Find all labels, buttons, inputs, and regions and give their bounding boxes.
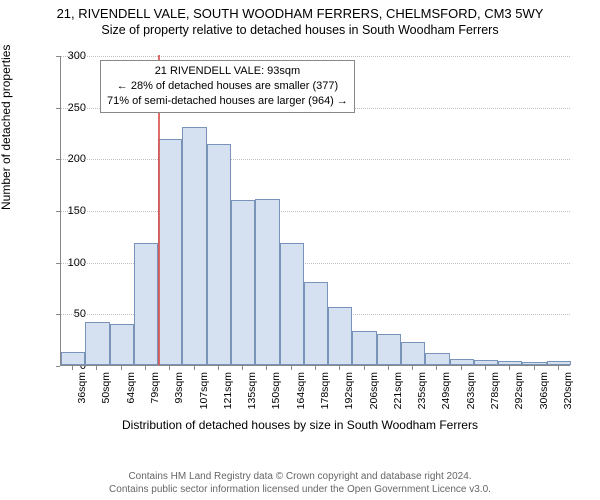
x-tick-label: 278sqm — [489, 372, 501, 409]
x-tick-label: 221sqm — [392, 372, 404, 409]
x-tick-mark — [218, 366, 219, 370]
histogram-bar — [110, 324, 134, 365]
x-tick-mark — [509, 366, 510, 370]
x-tick-mark — [169, 366, 170, 370]
histogram-bar — [401, 342, 425, 365]
histogram-bar — [61, 352, 85, 365]
histogram-bar — [207, 144, 231, 365]
y-axis-label: Number of detached properties — [0, 45, 13, 210]
histogram-bar — [547, 361, 571, 365]
x-tick-mark — [558, 366, 559, 370]
histogram-bar — [158, 139, 182, 365]
x-tick-label: 107sqm — [198, 372, 210, 409]
x-tick-label: 235sqm — [416, 372, 428, 409]
histogram-bar — [522, 362, 546, 365]
address-title: 21, RIVENDELL VALE, SOUTH WOODHAM FERRER… — [0, 0, 600, 21]
x-tick-label: 50sqm — [100, 372, 112, 404]
x-tick-label: 121sqm — [222, 372, 234, 409]
x-tick-label: 320sqm — [562, 372, 574, 409]
x-tick-mark — [339, 366, 340, 370]
x-tick-mark — [388, 366, 389, 370]
x-tick-label: 306sqm — [538, 372, 550, 409]
footer-line-2: Contains public sector information licen… — [0, 483, 600, 496]
x-tick-label: 178sqm — [319, 372, 331, 409]
x-tick-label: 206sqm — [368, 372, 380, 409]
histogram-bar — [280, 243, 304, 365]
histogram-bar — [425, 353, 449, 365]
x-axis-label: Distribution of detached houses by size … — [0, 418, 600, 432]
histogram-bar — [377, 334, 401, 365]
footer-attribution: Contains HM Land Registry data © Crown c… — [0, 470, 600, 496]
x-tick-label: 64sqm — [125, 372, 137, 404]
histogram-bar — [498, 361, 522, 365]
histogram-bar — [328, 307, 352, 365]
x-tick-mark — [461, 366, 462, 370]
subtitle: Size of property relative to detached ho… — [0, 21, 600, 37]
histogram-bar — [134, 243, 158, 365]
x-tick-label: 263sqm — [465, 372, 477, 409]
x-tick-label: 192sqm — [343, 372, 355, 409]
info-line-2: ← 28% of detached houses are smaller (37… — [107, 79, 348, 94]
x-tick-label: 135sqm — [246, 372, 258, 409]
x-tick-mark — [534, 366, 535, 370]
x-tick-mark — [436, 366, 437, 370]
x-tick-mark — [194, 366, 195, 370]
x-tick-mark — [291, 366, 292, 370]
x-tick-mark — [121, 366, 122, 370]
histogram-bar — [255, 199, 279, 365]
footer-line-1: Contains HM Land Registry data © Crown c… — [0, 470, 600, 483]
x-tick-mark — [315, 366, 316, 370]
x-tick-label: 150sqm — [270, 372, 282, 409]
info-annotation-box: 21 RIVENDELL VALE: 93sqm ← 28% of detach… — [100, 60, 355, 113]
x-tick-mark — [242, 366, 243, 370]
x-tick-mark — [96, 366, 97, 370]
x-tick-mark — [266, 366, 267, 370]
x-tick-label: 79sqm — [149, 372, 161, 404]
info-line-3: 71% of semi-detached houses are larger (… — [107, 94, 348, 109]
histogram-bar — [352, 331, 376, 365]
x-tick-label: 249sqm — [440, 372, 452, 409]
x-tick-label: 292sqm — [513, 372, 525, 409]
x-tick-mark — [485, 366, 486, 370]
x-tick-mark — [364, 366, 365, 370]
x-tick-label: 93sqm — [173, 372, 185, 404]
histogram-bar — [85, 322, 109, 365]
x-tick-mark — [72, 366, 73, 370]
histogram-bar — [182, 127, 206, 365]
y-tick-mark — [56, 366, 60, 367]
histogram-bar — [304, 282, 328, 365]
info-line-1: 21 RIVENDELL VALE: 93sqm — [107, 64, 348, 79]
x-tick-mark — [412, 366, 413, 370]
x-tick-label: 36sqm — [76, 372, 88, 404]
histogram-bar — [474, 360, 498, 365]
histogram-bar — [450, 359, 474, 365]
x-tick-mark — [145, 366, 146, 370]
x-tick-label: 164sqm — [295, 372, 307, 409]
histogram-bar — [231, 200, 255, 365]
